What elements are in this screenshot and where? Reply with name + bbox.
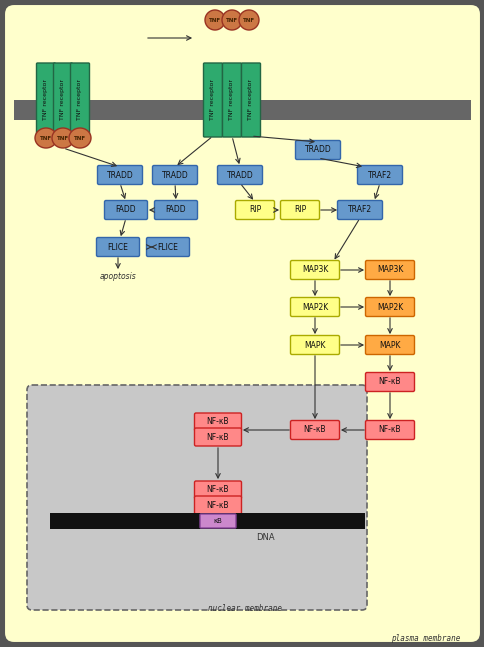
Text: TNF receptor: TNF receptor xyxy=(248,80,253,120)
Text: TRAF2: TRAF2 xyxy=(367,171,391,179)
FancyBboxPatch shape xyxy=(290,421,339,439)
FancyBboxPatch shape xyxy=(194,481,241,499)
Text: plasma membrane: plasma membrane xyxy=(390,634,459,643)
Ellipse shape xyxy=(239,10,258,30)
Bar xyxy=(14,100,470,120)
Text: TNF: TNF xyxy=(57,135,69,140)
Ellipse shape xyxy=(69,128,91,148)
Text: FLICE: FLICE xyxy=(157,243,178,252)
FancyBboxPatch shape xyxy=(199,514,236,528)
FancyBboxPatch shape xyxy=(365,336,414,355)
Bar xyxy=(50,513,364,529)
Text: TNF: TNF xyxy=(40,135,52,140)
FancyBboxPatch shape xyxy=(290,298,339,316)
Text: MAP3K: MAP3K xyxy=(376,265,402,274)
Text: MAP2K: MAP2K xyxy=(301,303,328,311)
Text: RIP: RIP xyxy=(293,206,305,215)
Text: κB: κB xyxy=(213,518,222,524)
Text: DNA: DNA xyxy=(255,533,274,542)
Text: apoptosis: apoptosis xyxy=(99,272,136,281)
FancyBboxPatch shape xyxy=(70,63,90,137)
Text: NF-κB: NF-κB xyxy=(378,377,400,386)
Ellipse shape xyxy=(205,10,225,30)
Text: TNF: TNF xyxy=(74,135,86,140)
FancyBboxPatch shape xyxy=(203,63,222,137)
Text: MAPK: MAPK xyxy=(378,340,400,349)
Text: FADD: FADD xyxy=(166,206,186,215)
Text: NF-κB: NF-κB xyxy=(206,485,229,494)
FancyBboxPatch shape xyxy=(146,237,189,256)
FancyBboxPatch shape xyxy=(152,166,197,184)
Text: TNF: TNF xyxy=(226,17,238,23)
Text: TRADD: TRADD xyxy=(304,146,331,155)
Text: TNF: TNF xyxy=(209,17,221,23)
FancyBboxPatch shape xyxy=(290,261,339,280)
Text: MAPK: MAPK xyxy=(303,340,325,349)
Ellipse shape xyxy=(52,128,74,148)
FancyBboxPatch shape xyxy=(357,166,402,184)
Text: NF-κB: NF-κB xyxy=(206,417,229,426)
FancyBboxPatch shape xyxy=(217,166,262,184)
FancyBboxPatch shape xyxy=(365,298,414,316)
FancyBboxPatch shape xyxy=(222,63,241,137)
Ellipse shape xyxy=(35,128,57,148)
FancyBboxPatch shape xyxy=(194,496,241,514)
Text: TNF receptor: TNF receptor xyxy=(210,80,215,120)
FancyBboxPatch shape xyxy=(235,201,274,219)
Text: NF-κB: NF-κB xyxy=(303,426,326,435)
FancyBboxPatch shape xyxy=(365,373,414,391)
Text: TRADD: TRADD xyxy=(161,171,188,179)
FancyBboxPatch shape xyxy=(36,63,55,137)
FancyBboxPatch shape xyxy=(365,261,414,280)
Text: MAP3K: MAP3K xyxy=(301,265,328,274)
Text: TNF receptor: TNF receptor xyxy=(60,80,65,120)
Text: NF-κB: NF-κB xyxy=(206,501,229,509)
FancyBboxPatch shape xyxy=(53,63,72,137)
FancyBboxPatch shape xyxy=(104,201,147,219)
Text: nuclear membrane: nuclear membrane xyxy=(208,604,281,613)
FancyBboxPatch shape xyxy=(241,63,260,137)
FancyBboxPatch shape xyxy=(290,336,339,355)
FancyBboxPatch shape xyxy=(4,4,480,643)
FancyBboxPatch shape xyxy=(194,428,241,446)
Text: TNF receptor: TNF receptor xyxy=(44,80,48,120)
Text: TNF: TNF xyxy=(242,17,255,23)
FancyBboxPatch shape xyxy=(97,166,142,184)
Ellipse shape xyxy=(222,10,242,30)
Text: TNF receptor: TNF receptor xyxy=(229,80,234,120)
Text: FADD: FADD xyxy=(116,206,136,215)
Text: MAP2K: MAP2K xyxy=(376,303,402,311)
Text: RIP: RIP xyxy=(248,206,260,215)
FancyBboxPatch shape xyxy=(96,237,139,256)
FancyBboxPatch shape xyxy=(280,201,319,219)
Text: TRADD: TRADD xyxy=(226,171,253,179)
Text: NF-κB: NF-κB xyxy=(378,426,400,435)
FancyBboxPatch shape xyxy=(365,421,414,439)
Text: NF-κB: NF-κB xyxy=(206,432,229,441)
Text: TNF receptor: TNF receptor xyxy=(77,80,82,120)
Text: FLICE: FLICE xyxy=(107,243,128,252)
Text: TRAF2: TRAF2 xyxy=(347,206,371,215)
FancyBboxPatch shape xyxy=(194,413,241,431)
FancyBboxPatch shape xyxy=(295,140,340,160)
FancyBboxPatch shape xyxy=(337,201,382,219)
Text: TRADD: TRADD xyxy=(106,171,133,179)
FancyBboxPatch shape xyxy=(27,385,366,610)
FancyBboxPatch shape xyxy=(154,201,197,219)
